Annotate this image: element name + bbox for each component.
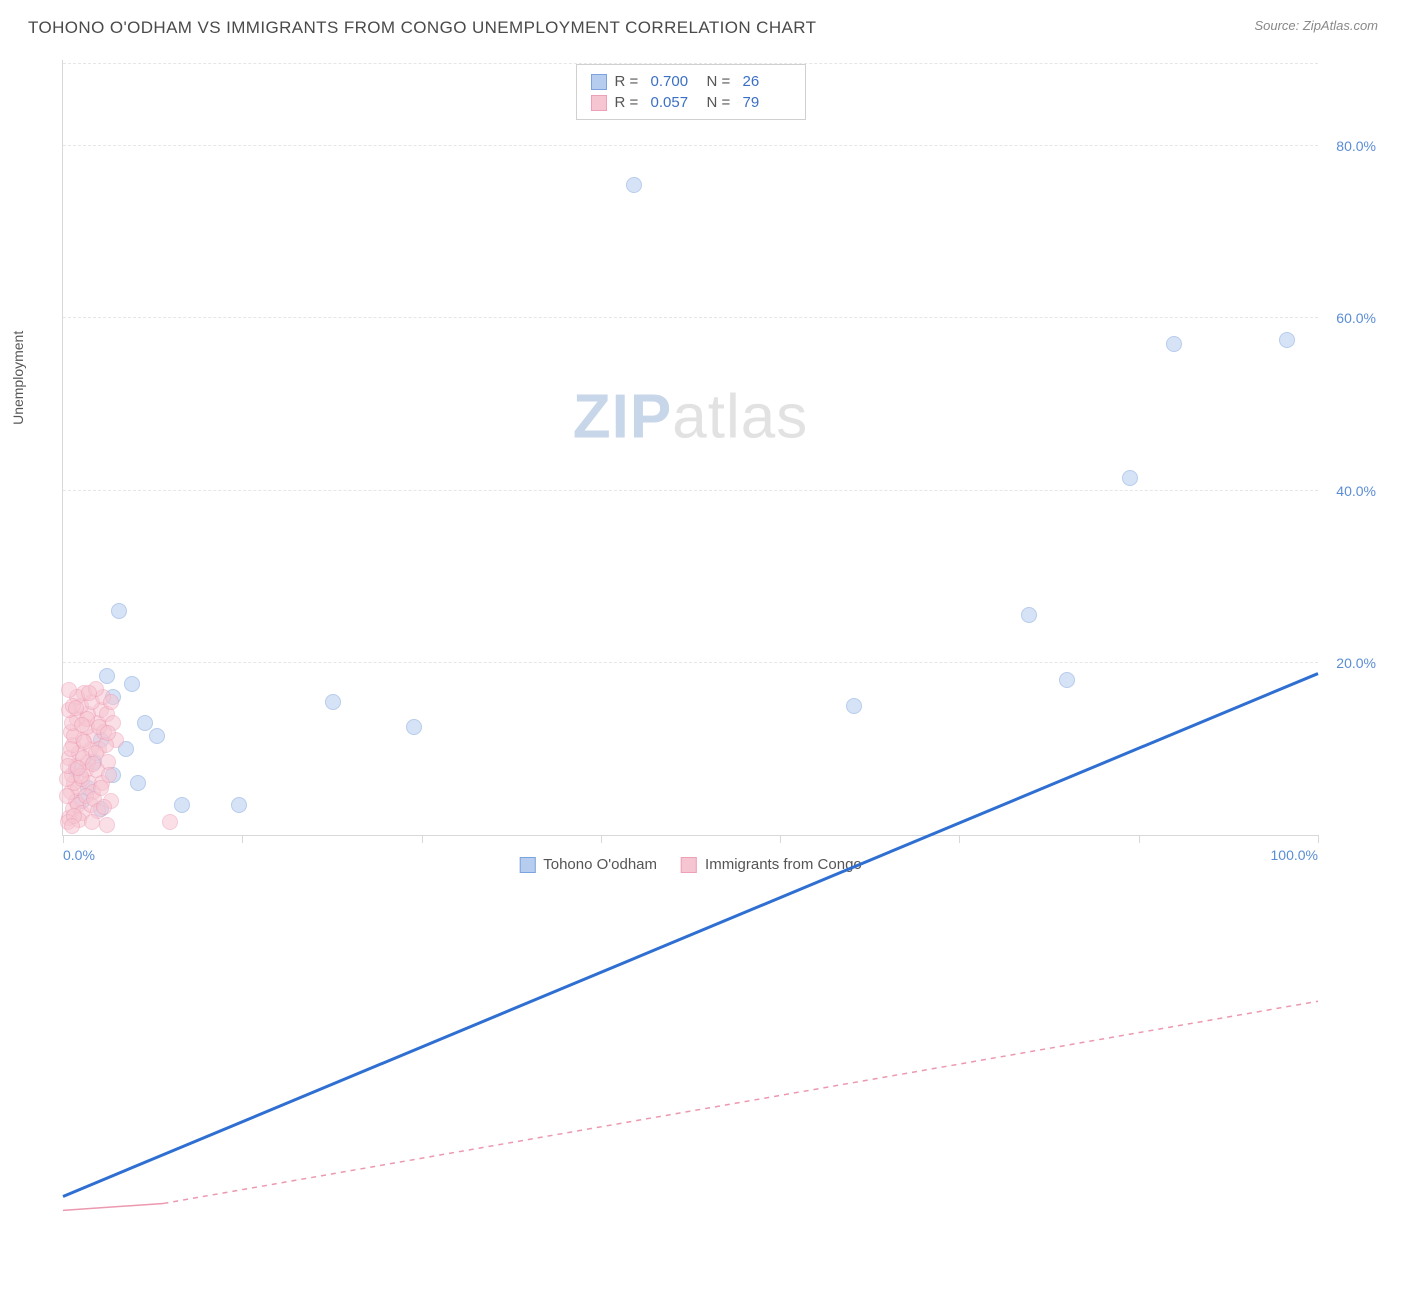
data-point xyxy=(174,797,190,813)
scatter-points xyxy=(63,60,1318,835)
data-point xyxy=(99,668,115,684)
y-tick-label: 60.0% xyxy=(1336,310,1376,326)
y-tick-label: 40.0% xyxy=(1336,483,1376,499)
data-point xyxy=(846,698,862,714)
legend-r-value: 0.057 xyxy=(651,94,699,111)
legend-n-value: 79 xyxy=(743,94,791,111)
legend-row: R = 0.057 N = 79 xyxy=(591,92,791,113)
chart-container: Unemployment ZIPatlas R =0.700N =26R =0.… xyxy=(28,48,1378,880)
data-point xyxy=(1279,332,1295,348)
data-point xyxy=(130,775,146,791)
data-point xyxy=(162,814,178,830)
legend-row: R = 0.700 N = 26 xyxy=(591,71,791,92)
data-point xyxy=(626,177,642,193)
source-label: Source: ZipAtlas.com xyxy=(1254,18,1378,33)
y-axis-label: Unemployment xyxy=(10,331,26,425)
data-point xyxy=(64,818,80,834)
legend-r-label: R = xyxy=(615,73,643,90)
legend-swatch xyxy=(591,95,607,111)
data-point xyxy=(103,694,119,710)
data-point xyxy=(59,788,75,804)
data-point xyxy=(1166,336,1182,352)
data-point xyxy=(96,799,112,815)
data-point xyxy=(149,728,165,744)
data-point xyxy=(100,725,116,741)
data-point xyxy=(1021,607,1037,623)
data-point xyxy=(137,715,153,731)
data-point xyxy=(74,717,90,733)
trend-line xyxy=(63,1203,163,1210)
legend-r-value: 0.700 xyxy=(651,73,699,90)
data-point xyxy=(81,685,97,701)
data-point xyxy=(111,603,127,619)
legend-swatch xyxy=(591,74,607,90)
data-point xyxy=(325,694,341,710)
y-tick-label: 80.0% xyxy=(1336,138,1376,154)
data-point xyxy=(61,682,77,698)
data-point xyxy=(85,756,101,772)
chart-title: TOHONO O'ODHAM VS IMMIGRANTS FROM CONGO … xyxy=(28,18,816,38)
legend-n-value: 26 xyxy=(743,73,791,90)
data-point xyxy=(231,797,247,813)
data-point xyxy=(68,700,84,716)
legend-r-label: R = xyxy=(615,94,643,111)
plot-area: ZIPatlas R =0.700N =26R =0.057N =79 Toho… xyxy=(62,60,1318,836)
data-point xyxy=(99,817,115,833)
trend-line xyxy=(163,1001,1318,1203)
data-point xyxy=(70,760,86,776)
legend-n-label: N = xyxy=(707,94,735,111)
y-tick-label: 20.0% xyxy=(1336,655,1376,671)
x-tick xyxy=(1318,835,1319,843)
data-point xyxy=(84,814,100,830)
data-point xyxy=(406,719,422,735)
data-point xyxy=(76,734,92,750)
correlation-legend: R = 0.700 N = 26 R = 0.057 N = 79 xyxy=(576,64,806,120)
legend-n-label: N = xyxy=(707,73,735,90)
data-point xyxy=(124,676,140,692)
data-point xyxy=(1059,672,1075,688)
data-point xyxy=(1122,470,1138,486)
